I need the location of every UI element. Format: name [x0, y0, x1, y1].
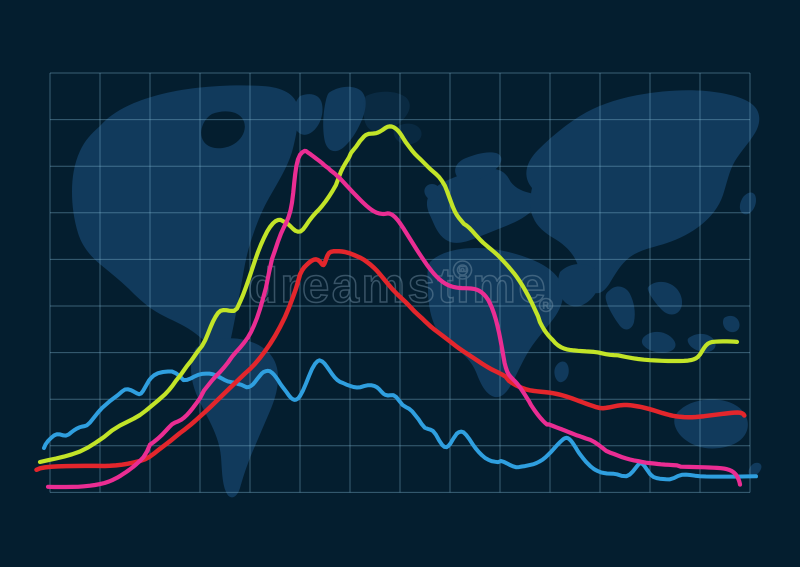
- svg-text:R: R: [543, 301, 550, 311]
- svg-text:dreamstime: dreamstime: [248, 259, 548, 313]
